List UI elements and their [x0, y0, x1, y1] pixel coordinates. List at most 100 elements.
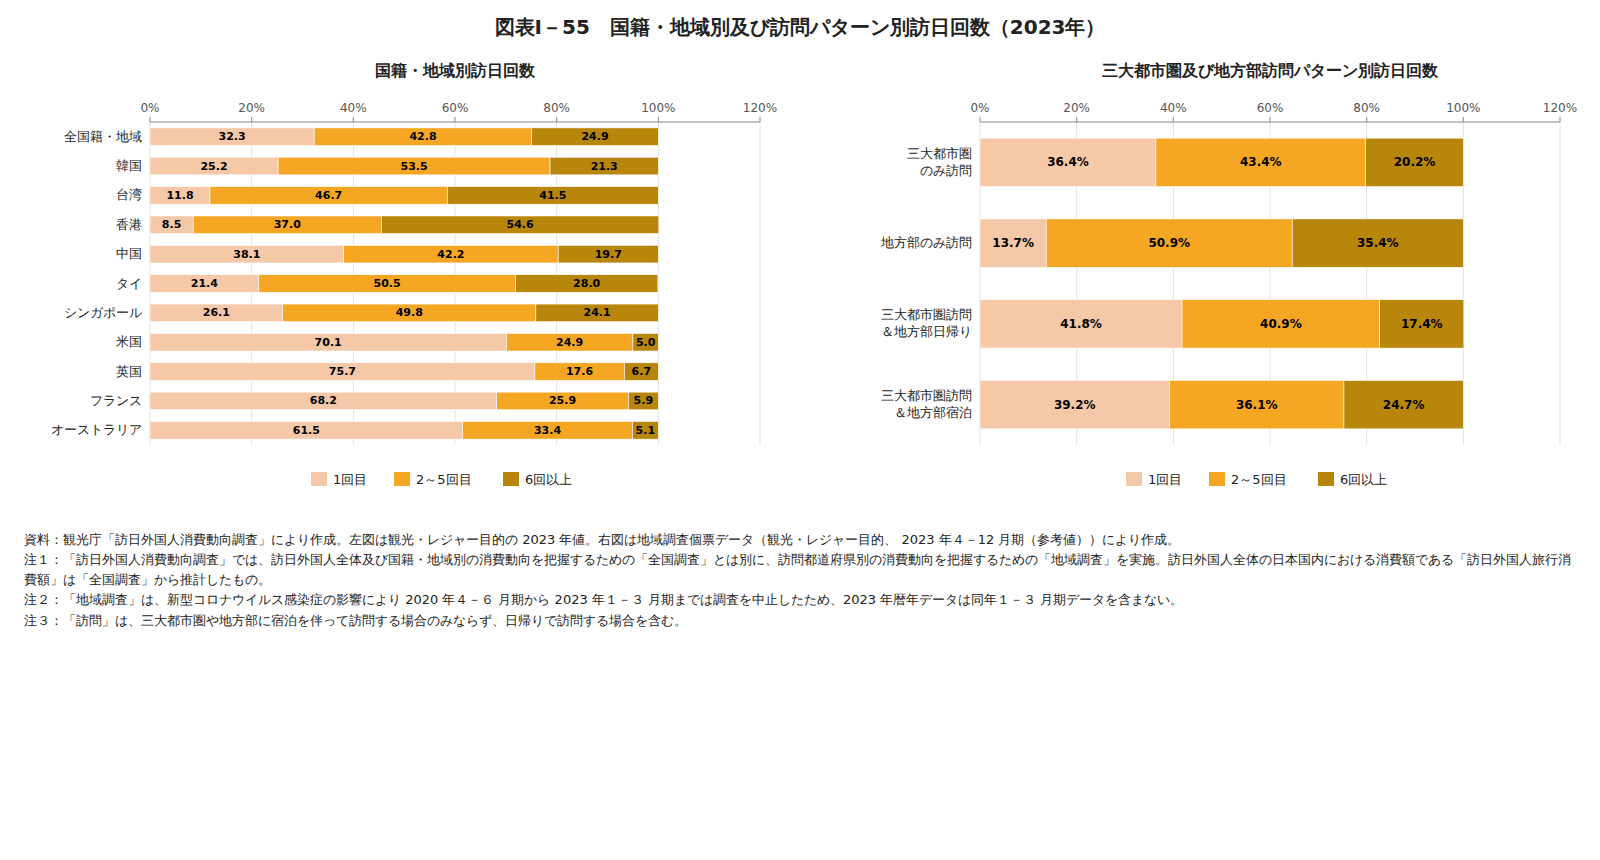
data-label: 6.7 — [632, 365, 652, 378]
tick-mark — [760, 117, 761, 122]
bar — [150, 187, 210, 205]
bar — [1156, 138, 1366, 186]
category-label-line: フランス — [90, 392, 142, 407]
subtitle: 三大都市圏及び地方部訪問パターン別訪日回数 — [1102, 61, 1439, 80]
subtitle: 国籍・地域別訪日回数 — [375, 61, 536, 80]
data-label: 24.7% — [1383, 398, 1425, 412]
legend-swatch — [503, 472, 519, 486]
data-label: 8.5 — [162, 218, 182, 231]
data-label: 38.1 — [233, 248, 260, 261]
bar — [150, 157, 278, 175]
category-label-line: 英国 — [116, 363, 142, 378]
bar — [463, 422, 633, 440]
bar — [150, 392, 497, 410]
tick-mark — [658, 117, 659, 122]
category-label: 中国 — [116, 246, 142, 261]
bar — [150, 304, 283, 322]
bar — [497, 392, 629, 410]
bar — [150, 275, 259, 293]
legend-label: 1回目 — [1148, 472, 1182, 487]
category-label-line: 香港 — [116, 216, 142, 231]
data-label: 5.1 — [636, 424, 656, 437]
legend: 1回目2～5回目6回以上 — [311, 472, 572, 487]
tick-label: 60% — [442, 101, 469, 115]
axis-line — [150, 122, 760, 123]
bar — [624, 363, 658, 381]
tick-mark — [980, 117, 981, 122]
tick-mark — [1076, 117, 1077, 122]
legend-swatch — [1209, 472, 1225, 486]
data-label: 24.9 — [581, 130, 608, 143]
tick-mark — [556, 117, 557, 122]
bar — [1182, 300, 1380, 348]
category-label-line: 三大都市圏訪問 — [881, 307, 972, 322]
bar — [150, 128, 314, 146]
chart-0: 国籍・地域別訪日回数0%20%40%60%80%100%120%全国籍・地域韓国… — [51, 61, 777, 487]
bar — [283, 304, 536, 322]
data-label: 50.9% — [1148, 236, 1190, 250]
data-label: 46.7 — [315, 189, 342, 202]
category-label-line: のみ訪問 — [920, 162, 972, 177]
data-label: 70.1 — [315, 336, 342, 349]
category-label: 英国 — [116, 363, 142, 378]
data-label: 28.0 — [573, 277, 600, 290]
tick-label: 100% — [641, 101, 675, 115]
bar — [150, 333, 506, 351]
bars — [980, 138, 1464, 429]
bar — [633, 333, 658, 351]
category-label: シンガポール — [64, 304, 142, 319]
tick-label: 20% — [1063, 101, 1090, 115]
category-label-line: ＆地方部宿泊 — [894, 405, 972, 420]
category-label-line: シンガポール — [64, 304, 142, 319]
data-label: 32.3 — [219, 130, 246, 143]
legend-label: 6回以上 — [525, 472, 572, 487]
data-label: 17.6 — [566, 365, 593, 378]
chart-1: 三大都市圏及び地方部訪問パターン別訪日回数0%20%40%60%80%100%1… — [880, 61, 1577, 487]
data-label: 24.1 — [584, 306, 611, 319]
category-label-line: 台湾 — [116, 187, 142, 202]
category-label-line: 韓国 — [116, 158, 142, 173]
data-label: 35.4% — [1357, 236, 1399, 250]
data-labels: 32.325.211.88.538.121.426.170.175.768.26… — [162, 130, 656, 437]
data-label: 75.7 — [329, 365, 356, 378]
category-label: 全国籍・地域 — [64, 128, 142, 143]
category-label-line: 中国 — [116, 246, 142, 261]
bar — [980, 219, 1046, 267]
data-label: 39.2% — [1054, 398, 1096, 412]
bar — [1366, 138, 1464, 186]
tick-mark — [1560, 117, 1561, 122]
note: 注１：「訪日外国人消費動向調査」では、訪日外国人全体及び国籍・地域別の消費動向を… — [24, 550, 1576, 590]
tick-mark — [1366, 117, 1367, 122]
bar — [314, 128, 532, 146]
bar — [381, 216, 659, 234]
bar — [535, 363, 624, 381]
tick-label: 40% — [1160, 101, 1187, 115]
note: 注３：「訪問」は、三大都市圏や地方部に宿泊を伴って訪問する場合のみならず、日帰り… — [24, 611, 1576, 631]
tick-mark — [251, 117, 252, 122]
axis-line — [980, 122, 1560, 123]
tick-label: 40% — [340, 101, 367, 115]
data-label: 49.8 — [396, 306, 423, 319]
bar — [344, 245, 559, 263]
category-label-line: タイ — [116, 275, 142, 290]
tick-label: 100% — [1446, 101, 1480, 115]
data-label: 41.5 — [539, 189, 566, 202]
category-label-line: 三大都市圏 — [907, 145, 972, 160]
data-label: 13.7% — [992, 236, 1034, 250]
data-labels: 36.4%13.7%41.8%39.2%43.4%50.9%40.9%36.1%… — [992, 155, 1442, 411]
bar — [515, 275, 657, 293]
bar — [1292, 219, 1463, 267]
note: 注２：「地域調査」は、新型コロナウイルス感染症の影響により 2020 年４－６ … — [24, 590, 1576, 610]
bars — [150, 128, 659, 439]
bar — [506, 333, 633, 351]
data-label: 19.7 — [595, 248, 622, 261]
category-label: 韓国 — [116, 158, 142, 173]
bar — [536, 304, 659, 322]
data-label: 53.5 — [401, 160, 428, 173]
data-label: 54.6 — [506, 218, 533, 231]
data-label: 43.4% — [1240, 155, 1282, 169]
chart-svg: 図表Ⅰ－55 国籍・地域別及び訪問パターン別訪日回数（2023年）国籍・地域別訪… — [0, 0, 1600, 520]
category-label: 地方部のみ訪問 — [880, 235, 972, 250]
tick-label: 80% — [543, 101, 570, 115]
category-label: 台湾 — [116, 187, 142, 202]
